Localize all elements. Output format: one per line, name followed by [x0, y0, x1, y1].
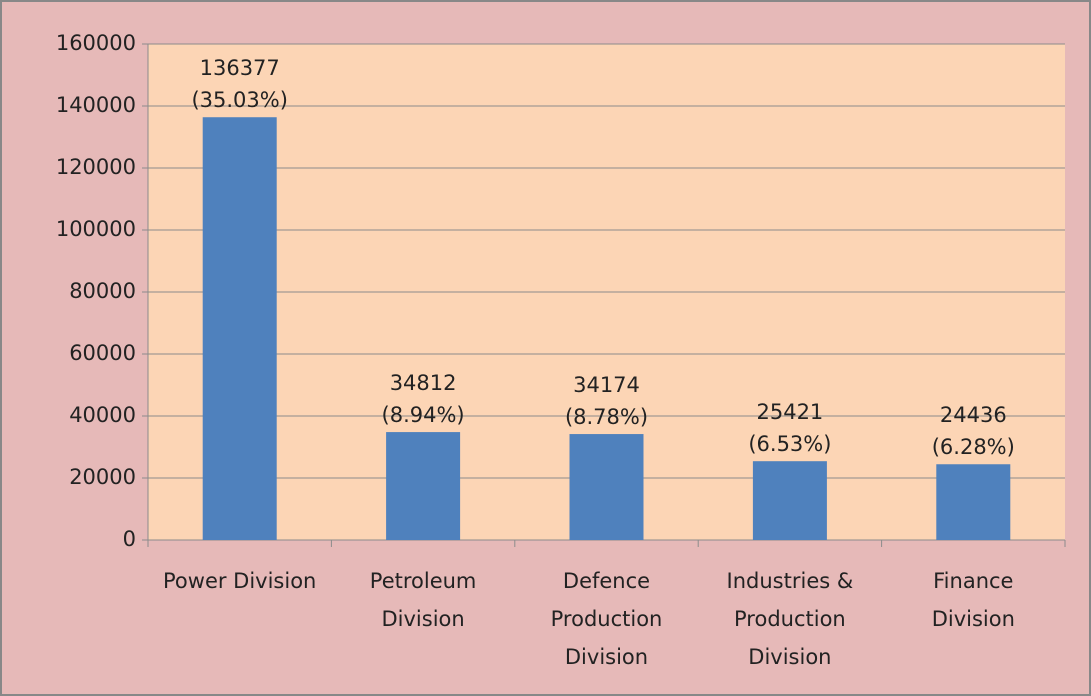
data-label: 34812 [390, 371, 457, 395]
y-tick-label: 140000 [56, 93, 136, 117]
bar [386, 432, 461, 540]
bar [936, 464, 1011, 540]
y-tick-label: 40000 [69, 403, 136, 427]
y-tick-label: 100000 [56, 217, 136, 241]
bar [752, 461, 827, 540]
y-tick-label: 120000 [56, 155, 136, 179]
x-tick-label: Defence Production Division [550, 569, 663, 669]
data-label: (6.28%) [932, 435, 1015, 459]
y-tick-label: 20000 [69, 465, 136, 489]
data-label: 34174 [573, 373, 640, 397]
bar [202, 117, 277, 541]
x-tick-label: Power Division [163, 569, 317, 593]
data-label: (8.78%) [565, 405, 648, 429]
x-tick-label: Petroleum Division [369, 569, 477, 631]
y-tick-label: 160000 [56, 31, 136, 55]
x-tick-label: Industries & Production Division [726, 569, 854, 669]
data-label: 24436 [940, 403, 1007, 427]
y-tick-label: 0 [123, 527, 136, 551]
y-tick-label: 60000 [69, 341, 136, 365]
bar [569, 434, 644, 540]
data-label: (35.03%) [191, 88, 287, 112]
data-label: 25421 [756, 400, 823, 424]
data-label: (6.53%) [748, 432, 831, 456]
data-label: 136377 [200, 56, 280, 80]
x-tick-label: Finance Division [931, 569, 1015, 631]
y-tick-label: 80000 [69, 279, 136, 303]
data-label: (8.94%) [382, 403, 465, 427]
